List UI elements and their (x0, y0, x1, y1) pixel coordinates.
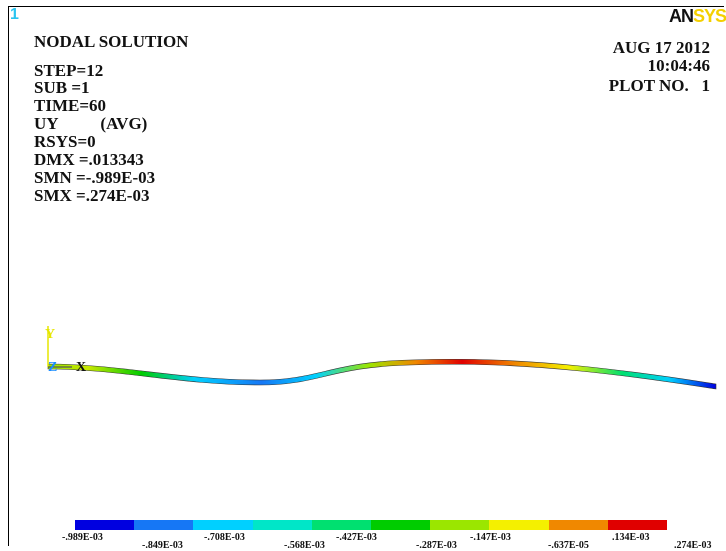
info-step: STEP=12 (34, 61, 104, 80)
legend-swatch (252, 520, 312, 530)
legend-swatch (489, 520, 549, 530)
legend-label: -.708E-03 (204, 532, 245, 543)
legend-label: -.147E-03 (470, 532, 511, 543)
legend-label: -.637E-05 (548, 540, 589, 551)
legend-swatch (311, 520, 372, 530)
legend-swatch (548, 520, 608, 530)
coordinate-triad: Y Z X (45, 326, 86, 375)
legend-swatch (371, 520, 431, 530)
info-sub: SUB =1 (34, 78, 90, 97)
legend-label: -.989E-03 (62, 532, 103, 543)
deformed-beam (47, 358, 717, 390)
info-result-item: UY (AVG) (34, 114, 148, 133)
ansys-logo: ANSYS (669, 6, 726, 27)
plot-date: AUG 17 2012 (612, 38, 710, 57)
plot-time: 10:04:46 (647, 56, 710, 75)
legend-swatch (75, 520, 135, 530)
legend-swatch (134, 520, 194, 530)
logo-part-sys: SYS (692, 6, 726, 26)
plot-number: PLOT NO. 1 (608, 76, 710, 95)
info-smx: SMX =.274E-03 (34, 186, 150, 205)
triad-x-label: X (76, 360, 86, 375)
legend-swatch (430, 520, 490, 530)
legend-label: -.568E-03 (284, 540, 325, 551)
viewport-frame (8, 6, 724, 546)
contour-legend-bar (75, 520, 668, 530)
triad-y-label: Y (45, 327, 55, 342)
info-time: TIME=60 (34, 96, 107, 115)
plot-title: NODAL SOLUTION (34, 32, 189, 51)
triad-z-label: Z (48, 360, 57, 375)
info-rsys: RSYS=0 (34, 132, 96, 151)
legend-swatch (193, 520, 253, 530)
info-dmx: DMX =.013343 (34, 150, 144, 169)
legend-label: -.849E-03 (142, 540, 183, 551)
window-number: 1 (10, 6, 19, 23)
info-smn: SMN =-.989E-03 (34, 168, 156, 187)
legend-label: -.287E-03 (416, 540, 457, 551)
legend-label: .134E-03 (612, 532, 650, 543)
legend-label: -.427E-03 (336, 532, 377, 543)
logo-part-an: AN (668, 6, 694, 26)
legend-swatch (607, 520, 668, 530)
legend-label: .274E-03 (674, 540, 712, 551)
